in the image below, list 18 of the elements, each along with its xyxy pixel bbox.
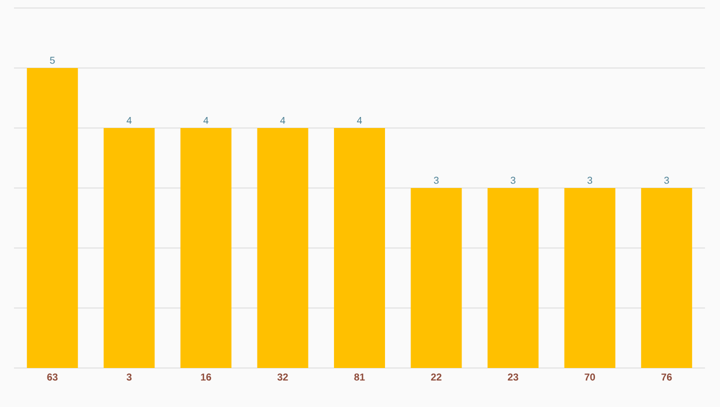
data-label: 3 bbox=[510, 176, 516, 184]
data-label: 5 bbox=[50, 56, 55, 64]
data-label: 4 bbox=[203, 116, 208, 124]
x-tick-label: 23 bbox=[508, 374, 518, 381]
data-label: 3 bbox=[434, 176, 439, 184]
data-label: 4 bbox=[356, 116, 362, 124]
data-label: 4 bbox=[280, 116, 286, 124]
x-tick-label: 76 bbox=[661, 374, 672, 381]
x-tick-label: 16 bbox=[201, 374, 212, 381]
x-tick-label: 32 bbox=[277, 374, 288, 381]
x-tick-label: 63 bbox=[47, 374, 58, 381]
x-tick-label: 81 bbox=[354, 374, 365, 381]
data-label: 3 bbox=[664, 176, 669, 184]
data-label: 3 bbox=[587, 176, 592, 184]
x-tick-label: 70 bbox=[584, 374, 595, 381]
data-label: 4 bbox=[126, 116, 132, 124]
x-tick-label: 3 bbox=[126, 374, 132, 381]
x-tick-label: 22 bbox=[431, 374, 442, 380]
